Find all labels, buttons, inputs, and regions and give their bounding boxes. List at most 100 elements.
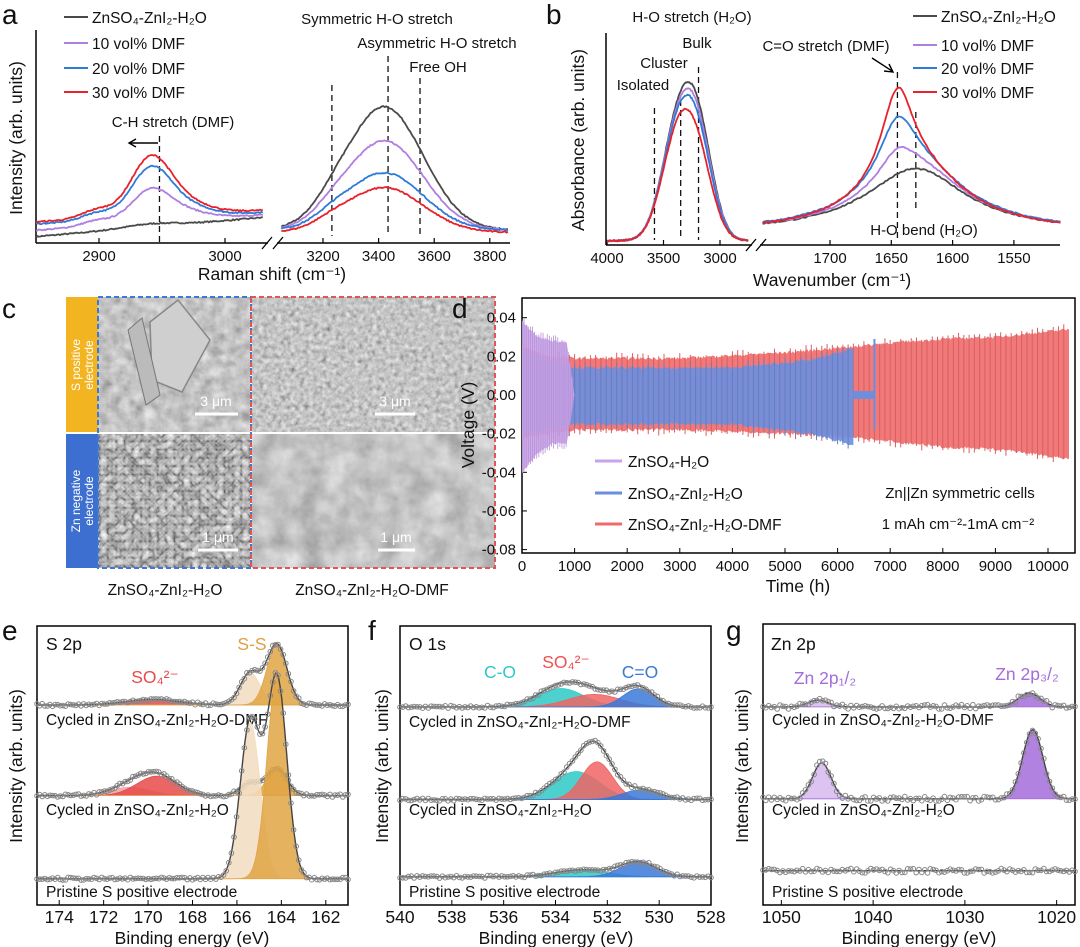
- data-point: [169, 875, 175, 882]
- data-point: [459, 705, 466, 711]
- data-point: [101, 701, 108, 707]
- legend-label: ZnSO₄-ZnI₂-H₂O: [92, 10, 207, 27]
- data-point: [868, 798, 874, 804]
- data-point: [640, 859, 646, 866]
- data-point: [984, 868, 990, 875]
- data-point: [241, 675, 248, 682]
- data-point: [631, 682, 638, 689]
- data-point: [280, 710, 287, 717]
- peak-label-cdo: C=O: [622, 662, 658, 682]
- data-point: [527, 696, 533, 702]
- trace-label: Pristine S positive electrode: [772, 884, 963, 901]
- x-tick-label: 170: [133, 907, 162, 927]
- data-point: [1046, 701, 1053, 707]
- data-point: [293, 843, 300, 850]
- x-tick-label: 5000: [768, 558, 801, 575]
- series-line-0: [35, 216, 263, 238]
- data-point: [572, 754, 579, 760]
- fit-component: [36, 722, 349, 880]
- data-point: [73, 791, 79, 798]
- data-point: [65, 792, 71, 798]
- data-point: [617, 774, 624, 780]
- data-point: [799, 865, 806, 872]
- data-point: [902, 793, 908, 800]
- data-point: [930, 795, 937, 802]
- data-point: [86, 701, 92, 708]
- data-point: [953, 868, 959, 874]
- data-point: [691, 795, 697, 802]
- data-point: [86, 876, 92, 882]
- data-point: [314, 791, 320, 798]
- data-point: [99, 700, 105, 707]
- data-point: [859, 869, 866, 876]
- data-point: [231, 834, 237, 840]
- series-line-3: [606, 107, 749, 243]
- x-axis-label: Time (h): [766, 576, 831, 596]
- data-point: [705, 796, 712, 803]
- data-point: [293, 789, 300, 796]
- data-point: [482, 795, 488, 802]
- data-point: [643, 860, 649, 867]
- sem-image-zn-no-dmf: [98, 434, 250, 568]
- data-point: [586, 867, 593, 873]
- annotation-bulk: Bulk: [682, 35, 712, 52]
- data-point: [453, 795, 460, 802]
- data-point: [614, 686, 621, 693]
- data-point: [153, 768, 159, 775]
- data-point: [306, 793, 312, 799]
- data-point: [975, 798, 982, 804]
- legend-label: 10 vol% DMF: [941, 38, 1034, 55]
- data-point: [60, 877, 66, 883]
- data-point: [397, 875, 403, 881]
- data-point: [708, 874, 714, 881]
- data-point: [870, 705, 877, 711]
- data-point: [439, 704, 446, 710]
- data-point: [132, 698, 139, 705]
- x-tick-label: 2000: [611, 558, 644, 575]
- data-point: [538, 872, 545, 879]
- legend-label: 20 vol% DMF: [941, 61, 1034, 78]
- data-point: [518, 874, 525, 880]
- data-point: [119, 698, 126, 705]
- data-point: [298, 700, 305, 707]
- data-point: [797, 795, 803, 802]
- annotation-cell-type: Zn||Zn symmetric cells: [885, 485, 1034, 502]
- data-point: [267, 692, 274, 699]
- data-point: [1007, 702, 1013, 708]
- data-point: [513, 795, 519, 801]
- data-point: [532, 789, 539, 796]
- data-point: [569, 679, 576, 685]
- legend-label: ZnSO₄-ZnI₂-H₂O-DMF: [628, 517, 782, 534]
- data-point: [148, 876, 154, 883]
- data-point: [400, 704, 406, 710]
- data-point: [831, 780, 837, 787]
- data-point: [1012, 699, 1019, 705]
- data-point: [117, 699, 123, 706]
- data-point: [953, 702, 959, 709]
- data-point: [1026, 731, 1033, 737]
- data-point: [314, 876, 320, 883]
- data-point: [306, 700, 312, 707]
- data-point: [907, 866, 914, 872]
- data-point: [184, 787, 191, 793]
- data-point: [530, 792, 536, 799]
- data-point: [763, 797, 769, 804]
- data-point: [941, 702, 948, 708]
- data-point: [541, 871, 548, 878]
- data-point: [1063, 867, 1070, 874]
- data-point: [828, 866, 834, 873]
- data-point: [345, 791, 351, 798]
- data-point: [566, 867, 573, 874]
- arrow-icon: [871, 57, 895, 73]
- data-point: [555, 682, 562, 688]
- data-point: [583, 866, 590, 873]
- legend-label: 30 vol% DMF: [941, 85, 1034, 102]
- data-point: [428, 703, 434, 710]
- data-point: [197, 791, 204, 797]
- data-point: [246, 714, 253, 721]
- data-point: [947, 794, 954, 801]
- data-point: [887, 866, 894, 873]
- y-axis-label: Absorbance (arb. units): [568, 49, 588, 231]
- y-tick-label: 0.04: [487, 310, 516, 327]
- data-point: [179, 874, 185, 881]
